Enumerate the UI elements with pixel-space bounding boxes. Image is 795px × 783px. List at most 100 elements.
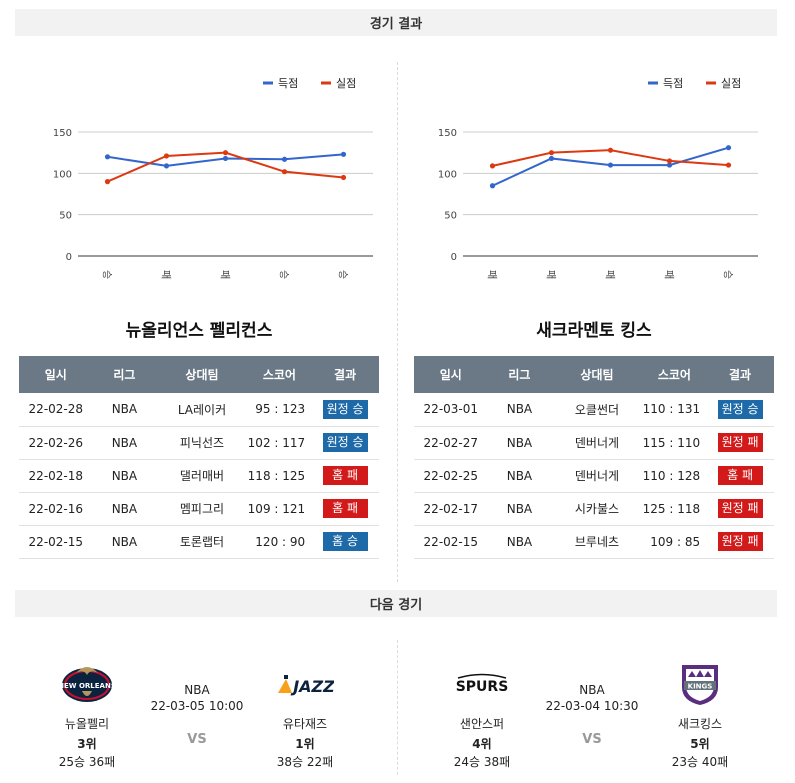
- vs-label: VS: [582, 732, 602, 747]
- table-row: 22-02-25 NBA 덴버너게 110 : 128 홈 패: [414, 459, 774, 493]
- y-tick-label: 0: [451, 252, 457, 263]
- league-cell: NBA: [487, 492, 552, 526]
- result-cell: 홈 패: [311, 459, 379, 493]
- score-cell: 109 : 85: [642, 525, 707, 559]
- result-cell: 홈 패: [311, 492, 379, 526]
- table-header-row: 일시 리그 상대팀 스코어 결과: [19, 356, 379, 393]
- league-cell: NBA: [92, 492, 157, 526]
- data-point: [489, 183, 496, 189]
- score-cell: 118 : 125: [247, 459, 312, 493]
- data-point: [725, 162, 732, 168]
- league-cell: NBA: [487, 426, 552, 460]
- result-cell: 홈 승: [311, 525, 379, 559]
- game-time: 22-03-05 10:00: [150, 699, 244, 713]
- col-score: 스코어: [247, 356, 312, 393]
- home-team: SPURS 샌안스퍼 4위 24승 38패: [432, 655, 532, 770]
- data-point: [725, 145, 732, 151]
- result-cell: 원정 패: [706, 426, 774, 460]
- y-tick-label: 100: [438, 169, 457, 180]
- col-result: 결과: [706, 356, 774, 393]
- opponent-cell: 토론랩터: [156, 525, 248, 559]
- y-tick-label: 50: [59, 211, 72, 222]
- data-point: [281, 156, 288, 162]
- kings-logo-text: KINGS: [688, 683, 713, 691]
- result-badge: 원정 승: [717, 399, 763, 419]
- result-badge: 원정 승: [322, 399, 368, 419]
- jazz-logo: JAZZ: [255, 655, 355, 713]
- col-date: 일시: [19, 356, 93, 393]
- date-cell: 22-02-18: [19, 459, 93, 493]
- result-badge: 원정 패: [717, 532, 763, 551]
- score-cell: 110 : 131: [642, 393, 707, 427]
- pelicans-logo: NEW ORLEANS: [37, 655, 137, 713]
- right-chart: 0 50 100 150 패 패 패 패 승 득점 실점: [400, 60, 778, 290]
- data-point: [666, 158, 673, 164]
- right-chart-svg: 0 50 100 150 패 패 패 패 승 득점 실점: [438, 77, 758, 279]
- data-point: [163, 163, 170, 169]
- table-row: 22-02-15 NBA 브루네츠 109 : 85 원정 패: [414, 525, 774, 559]
- score-cell: 115 : 110: [642, 426, 707, 460]
- result-cell: 홈 패: [706, 459, 774, 493]
- data-point: [104, 179, 111, 185]
- results-title-text: 경기 결과: [369, 17, 423, 32]
- data-point: [489, 163, 496, 169]
- home-team-rank: 3위: [77, 737, 97, 751]
- data-point: [340, 174, 347, 181]
- score-cell: 95 : 123: [247, 393, 312, 427]
- legend-label: 실점: [721, 77, 741, 90]
- away-team: KINGS 새크킹스 5위 23승 40패: [650, 655, 750, 770]
- x-tick-label: 승: [337, 270, 349, 279]
- result-cell: 원정 승: [706, 393, 774, 427]
- date-cell: 22-02-28: [19, 393, 93, 427]
- col-league: 리그: [92, 356, 157, 393]
- x-tick-label: 승: [722, 270, 734, 279]
- league-cell: NBA: [487, 525, 552, 559]
- opponent-cell: 덴버너게: [551, 459, 643, 493]
- result-cell: 원정 승: [311, 393, 379, 427]
- home-team: NEW ORLEANS 뉴올펠리 3위 25승 36패: [37, 655, 137, 770]
- date-cell: 22-02-25: [414, 459, 488, 493]
- x-tick-label: 패: [486, 270, 498, 279]
- league-cell: NBA: [92, 459, 157, 493]
- away-team-name: 새크킹스: [677, 717, 723, 731]
- date-cell: 22-02-26: [19, 426, 93, 460]
- result-badge: 원정 승: [322, 433, 368, 452]
- left-chart: 0 50 100 150 승 패 패 승 승 득점 실점: [15, 60, 393, 290]
- x-tick-label: 패: [604, 270, 616, 279]
- score-cell: 125 : 118: [642, 492, 707, 526]
- table-header-row: 일시 리그 상대팀 스코어 결과: [414, 356, 774, 393]
- result-cell: 원정 승: [311, 426, 379, 460]
- data-point: [163, 153, 170, 159]
- score-cell: 102 : 117: [247, 426, 312, 460]
- game-info: NBA 22-03-04 10:30: [524, 683, 660, 713]
- x-tick-label: 패: [545, 270, 557, 279]
- col-opponent: 상대팀: [551, 356, 643, 393]
- league-cell: NBA: [487, 459, 552, 493]
- data-point: [222, 150, 229, 156]
- away-team-record: 23승 40패: [671, 755, 729, 769]
- away-team-record: 38승 22패: [276, 755, 334, 769]
- left-team-title: 뉴올리언스 펠리컨스: [125, 321, 273, 341]
- col-result: 결과: [311, 356, 379, 393]
- vs-label: VS: [187, 732, 207, 747]
- left-results-table: 일시 리그 상대팀 스코어 결과 22-02-28 NBA LA레이커 95 : 12…: [19, 356, 379, 559]
- opponent-cell: 덴버너게: [551, 426, 643, 460]
- legend-label: 득점: [278, 77, 298, 90]
- kings-logo: KINGS: [650, 655, 750, 713]
- pelicans-logo-text: NEW ORLEANS: [60, 682, 114, 690]
- data-point: [104, 154, 111, 160]
- y-tick-label: 100: [53, 169, 72, 180]
- data-point: [607, 147, 614, 153]
- x-tick-label: 패: [663, 270, 675, 279]
- result-badge: 홈 패: [322, 499, 368, 518]
- legend-label: 득점: [663, 77, 683, 90]
- game-league: NBA: [184, 683, 210, 697]
- next-game-card: NEW ORLEANS 뉴올펠리 3위 25승 36패 NBA 22-03-05…: [19, 655, 379, 770]
- result-badge: 홈 패: [322, 466, 368, 485]
- away-team: JAZZ 유타재즈 1위 38승 22패: [255, 655, 355, 770]
- result-badge: 홈 승: [322, 532, 368, 551]
- table-row: 22-02-28 NBA LA레이커 95 : 123 원정 승: [19, 393, 379, 427]
- result-badge: 원정 패: [717, 433, 763, 452]
- y-tick-label: 150: [438, 128, 457, 139]
- column-divider: [397, 640, 398, 775]
